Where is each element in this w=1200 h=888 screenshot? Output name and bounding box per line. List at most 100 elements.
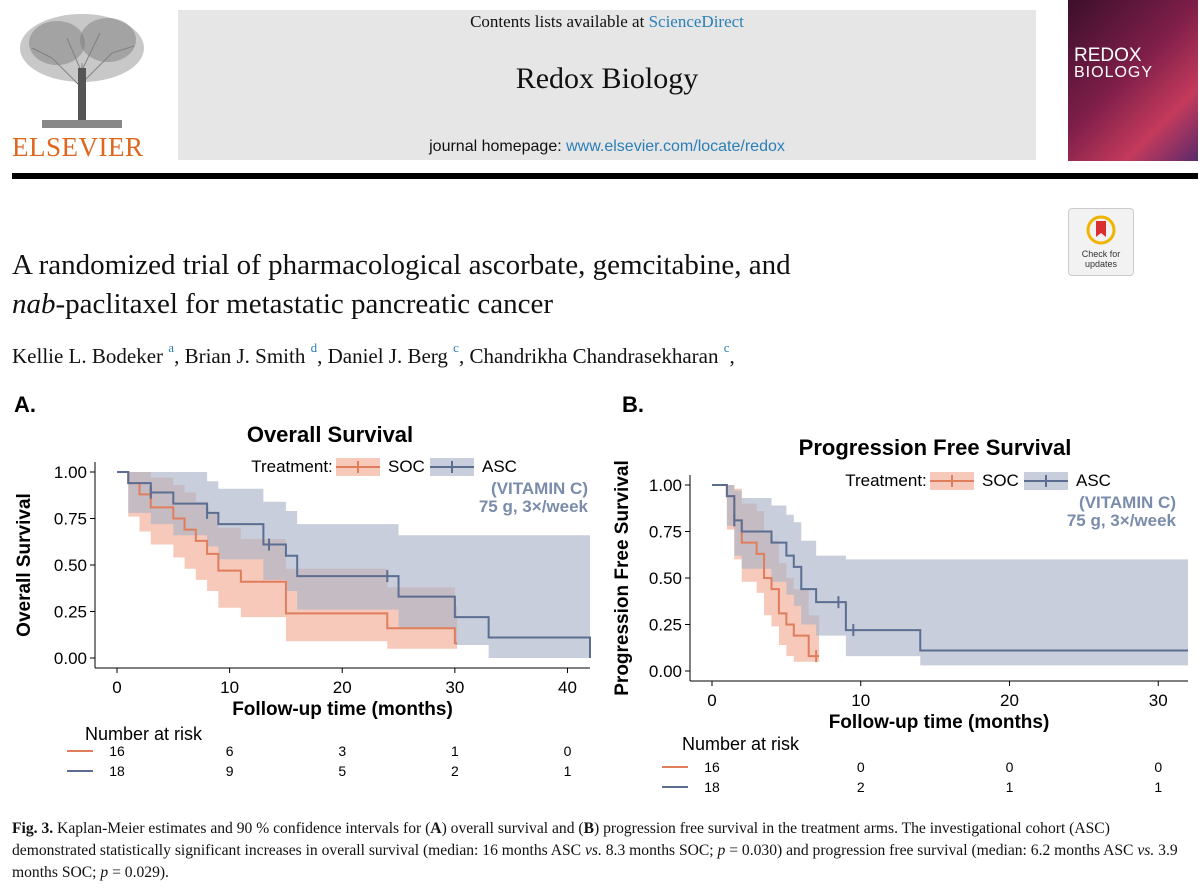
- risk-count: 18: [109, 763, 125, 779]
- x-tick-label: 10: [220, 678, 239, 697]
- x-tick-label: 10: [851, 691, 870, 710]
- risk-count: 0: [1154, 759, 1162, 775]
- author-separator: ,: [729, 344, 735, 368]
- risk-count: 9: [226, 763, 234, 779]
- author-affiliation[interactable]: d: [310, 340, 318, 355]
- y-tick-label: 0.00: [649, 662, 682, 681]
- caption-label: Fig. 3.: [12, 820, 54, 837]
- figure-3: A. Overall Survival 0.00 0.25 0.50 0.75 1.00 0 1…: [14, 392, 1188, 795]
- contents-line: Contents lists available at ScienceDirec…: [178, 12, 1036, 32]
- km-panel-b: B. Progression Free Survival 0.00 0.25 0.50 0…: [612, 392, 1188, 795]
- x-tick-label: 30: [1149, 691, 1168, 710]
- caption-text: ) progression free survival in the treat…: [12, 820, 1110, 859]
- journal-banner: [178, 10, 1036, 160]
- risk-count: 1: [1006, 779, 1014, 795]
- y-tick-label: 0.25: [649, 616, 682, 635]
- chart-title: Overall Survival: [247, 422, 413, 447]
- risk-count: 16: [704, 759, 720, 775]
- tree-icon: [20, 14, 144, 128]
- panel-label: A.: [14, 392, 36, 417]
- check-for-updates-button[interactable]: Check for updates: [1068, 208, 1134, 276]
- cover-title-1: REDOX: [1074, 45, 1142, 66]
- figure-caption: Fig. 3. Kaplan-Meier estimates and 90 % …: [12, 818, 1194, 884]
- contents-prefix: Contents lists available at: [470, 12, 649, 31]
- y-axis-label: Overall Survival: [14, 493, 35, 637]
- y-axis-label: Progression Free Survival: [612, 460, 633, 696]
- km-panel-a: A. Overall Survival 0.00 0.25 0.50 0.75 1.00 0 1…: [14, 392, 591, 779]
- y-tick-label: 0.75: [54, 510, 87, 529]
- author-affiliation[interactable]: a: [168, 340, 175, 355]
- x-tick-label: 0: [707, 691, 716, 710]
- legend-label-soc: SOC: [388, 457, 425, 476]
- y-tick-label: 0.00: [54, 649, 87, 668]
- elsevier-logo: [12, 8, 152, 134]
- bookmark-icon: [1086, 215, 1116, 245]
- risk-count: 3: [338, 743, 346, 759]
- annotation-line-2: 75 g, 3×/week: [1067, 511, 1177, 530]
- annotation-line-1: (VITAMIN C): [1079, 493, 1176, 512]
- author-name[interactable]: Daniel J. Berg: [327, 344, 448, 368]
- y-tick-label: 0.75: [649, 523, 682, 542]
- author-separator: ,: [174, 344, 185, 368]
- y-tick-label: 1.00: [54, 463, 87, 482]
- risk-count: 1: [564, 763, 572, 779]
- ci-band-asc: [712, 485, 1188, 666]
- caption-text: 8.3 months SOC;: [601, 842, 718, 859]
- x-axis-label: Follow-up time (months): [829, 712, 1050, 733]
- author-list: Kellie L. Bodeker a, Brian J. Smith d, D…: [12, 340, 1192, 369]
- title-line-2: -paclitaxel for metastatic pancreatic ca…: [55, 288, 554, 320]
- x-tick-label: 20: [1000, 691, 1019, 710]
- caption-text: = 0.030) and progression free survival (…: [725, 842, 1138, 859]
- y-tick-label: 0.50: [54, 556, 87, 575]
- risk-count: 0: [1006, 759, 1014, 775]
- x-tick-label: 30: [445, 678, 464, 697]
- caption-text: Kaplan-Meier estimates and 90 % confiden…: [53, 820, 431, 837]
- author-name[interactable]: Chandrikha Chandrasekharan: [469, 344, 719, 368]
- caption-p: p: [100, 864, 109, 881]
- author-separator: ,: [458, 344, 470, 368]
- journal-cover[interactable]: [1068, 0, 1198, 161]
- annotation-line-1: (VITAMIN C): [491, 479, 588, 498]
- y-tick-label: 1.00: [649, 476, 682, 495]
- y-tick-label: 0.25: [54, 603, 87, 622]
- homepage-line: journal homepage: www.elsevier.com/locat…: [178, 138, 1036, 156]
- risk-count: 2: [857, 779, 865, 795]
- panel-label: B.: [622, 392, 644, 417]
- x-axis-label: Follow-up time (months): [232, 699, 453, 720]
- journal-name: Redox Biology: [515, 62, 699, 95]
- caption-text: = 0.029).: [108, 864, 169, 881]
- publisher-name: ELSEVIER: [12, 132, 144, 162]
- caption-vs: vs.: [584, 842, 602, 859]
- ci-band-asc: [117, 472, 590, 658]
- risk-count: 0: [857, 759, 865, 775]
- risk-count: 1: [451, 743, 459, 759]
- x-tick-label: 0: [112, 678, 121, 697]
- author-affiliation[interactable]: c: [453, 340, 459, 355]
- x-tick-label: 20: [333, 678, 352, 697]
- caption-p: p: [717, 842, 726, 859]
- homepage-link[interactable]: www.elsevier.com/locate/redox: [566, 138, 785, 155]
- caption-text: 3.9 months SOC;: [12, 842, 1178, 881]
- author-name[interactable]: Kellie L. Bodeker: [12, 344, 164, 368]
- author-name[interactable]: Brian J. Smith: [184, 344, 306, 368]
- author-separator: ,: [317, 344, 328, 368]
- cover-title-2: BIOLOGY: [1074, 64, 1154, 81]
- legend-label-asc: ASC: [1076, 471, 1111, 490]
- sciencedirect-link[interactable]: ScienceDirect: [648, 12, 744, 31]
- x-tick-label: 40: [558, 678, 577, 697]
- caption-text: ) overall survival and (: [441, 820, 584, 837]
- risk-count: 6: [226, 743, 234, 759]
- author-affiliation[interactable]: c: [723, 340, 730, 355]
- chart-title: Progression Free Survival: [799, 435, 1072, 460]
- title-line-1: A randomized trial of pharmacological as…: [12, 249, 791, 281]
- risk-count: 5: [338, 763, 346, 779]
- caption-vs: vs.: [1137, 842, 1155, 859]
- title-italic: nab: [12, 288, 56, 320]
- header-rule: [12, 173, 1198, 179]
- km-line-asc: [712, 484, 1188, 652]
- risk-count: 0: [564, 743, 572, 759]
- annotation-line-2: 75 g, 3×/week: [479, 497, 589, 516]
- km-line-soc: [117, 471, 458, 645]
- risk-count: 1: [1154, 779, 1162, 795]
- y-tick-label: 0.50: [649, 569, 682, 588]
